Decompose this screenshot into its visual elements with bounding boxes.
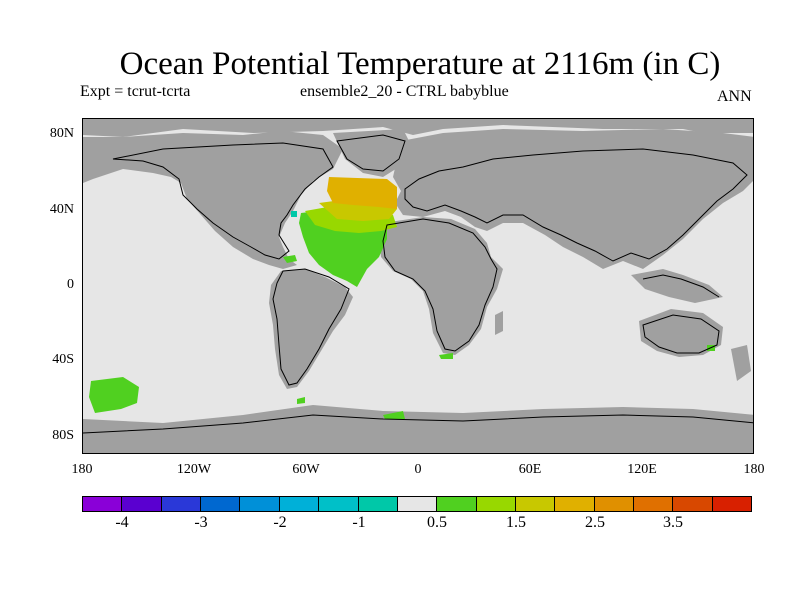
anomaly-south-atlantic (297, 397, 305, 404)
australia-land (639, 309, 723, 357)
lat-label-0: 0 (67, 277, 74, 292)
lon-label-180e: 180 (743, 462, 765, 477)
arctic-ice (83, 119, 753, 137)
colorbar-swatch (673, 497, 713, 511)
coastlines (83, 134, 753, 434)
colorbar-label-neg1: -1 (352, 514, 366, 531)
map-panel (82, 118, 754, 454)
colorbar-swatch (240, 497, 280, 511)
colorbar-swatch (437, 497, 477, 511)
madagascar-land (495, 311, 503, 335)
lon-label-60w: 60W (292, 462, 320, 477)
colorbar-label-1-5: 1.5 (506, 514, 526, 531)
colorbar-swatch (515, 497, 556, 511)
colorbar-label-0-5: 0.5 (427, 514, 447, 531)
colorbar-swatch (201, 497, 241, 511)
colorbar-swatch (319, 497, 359, 511)
lat-label-40s: 40S (52, 352, 74, 367)
anomaly-north-atlantic-orange (327, 177, 397, 209)
indonesia-land (631, 269, 723, 303)
world-map (83, 119, 753, 453)
colorbar-label-neg4: -4 (115, 514, 129, 531)
lat-label-80s: 80S (52, 428, 74, 443)
new-zealand-land (731, 345, 751, 381)
colorbar (82, 496, 752, 512)
colorbar-swatch (712, 497, 752, 511)
anomaly-indian-sw (439, 353, 453, 359)
lon-label-120e: 120E (627, 462, 657, 477)
lon-label-120w: 120W (176, 462, 212, 477)
lat-label-80n: 80N (49, 126, 74, 141)
eurasia-land (393, 129, 753, 269)
greenland-land (333, 129, 413, 177)
lon-label-60e: 60E (518, 462, 542, 477)
colorbar-swatch (279, 497, 320, 511)
experiment-label: Expt = tcrut-tcrta (80, 83, 191, 100)
anomaly-gulf (283, 255, 297, 263)
colorbar-swatch (476, 497, 516, 511)
anomaly-south-pacific (89, 377, 139, 413)
africa-land (379, 217, 503, 355)
colorbar-label-3-5: 3.5 (663, 514, 683, 531)
colorbar-label-neg3: -3 (194, 514, 208, 531)
colorbar-swatch (122, 497, 162, 511)
ensemble-label: ensemble2_20 - CTRL babyblue (300, 83, 509, 100)
colorbar-swatch (397, 497, 438, 511)
colorbar-swatch (358, 497, 398, 511)
anomaly-caribbean (291, 211, 297, 217)
colorbar-swatch (161, 497, 202, 511)
lon-label-0: 0 (414, 462, 422, 477)
colorbar-label-2-5: 2.5 (585, 514, 605, 531)
colorbar-swatch (634, 497, 674, 511)
colorbar-label-neg2: -2 (273, 514, 287, 531)
south-america-land (269, 269, 353, 389)
colorbar-swatch (594, 497, 635, 511)
plot-title: Ocean Potential Temperature at 2116m (in… (119, 46, 721, 82)
lat-label-40n: 40N (49, 202, 74, 217)
antarctica-land (83, 405, 753, 453)
anomaly-south-atlantic-2 (383, 411, 405, 419)
colorbar-swatch (83, 497, 123, 511)
season-label: ANN (717, 88, 752, 105)
north-america-land (83, 131, 343, 269)
colorbar-swatch (555, 497, 595, 511)
lon-label-180w: 180 (71, 462, 93, 477)
